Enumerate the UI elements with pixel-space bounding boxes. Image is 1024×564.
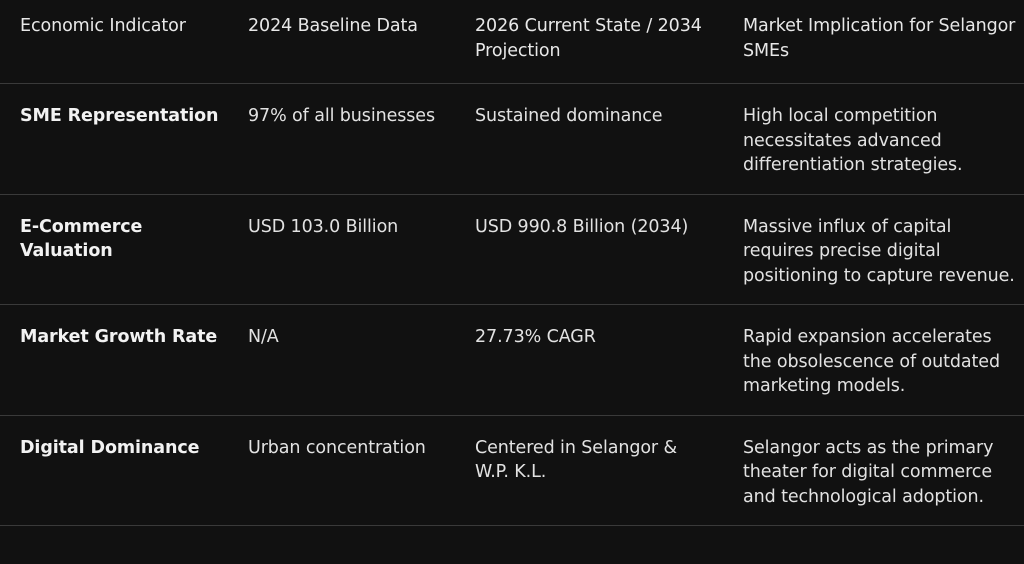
table-row: Digital Dominance Urban concentration Ce… <box>0 414 1024 526</box>
header-projection: 2026 Current State / 2034 Projection <box>475 16 702 61</box>
projection-cell: Centered in Selangor & W.P. K.L. <box>455 414 723 526</box>
indicator-cell: SME Representation <box>0 83 228 194</box>
projection-cell: 27.73% CAGR <box>455 304 723 415</box>
indicator-cell: E-Commerce Valuation <box>0 193 228 305</box>
table-row: SME Representation 97% of all businesses… <box>0 83 1024 194</box>
header-market-implication: Market Implication for Selangor SMEs <box>743 16 1016 61</box>
header-baseline-data: 2024 Baseline Data <box>248 16 418 36</box>
baseline-cell: USD 103.0 Billion <box>228 193 455 305</box>
indicator-cell: Digital Dominance <box>0 414 228 526</box>
table-row: E-Commerce Valuation USD 103.0 Billion U… <box>0 193 1024 305</box>
implication-cell: Selangor acts as the primary theater for… <box>723 414 1024 526</box>
data-table-container: Economic Indicator 2024 Baseline Data 20… <box>0 0 1024 526</box>
header-row: Economic Indicator 2024 Baseline Data 20… <box>0 0 1024 84</box>
baseline-cell: N/A <box>228 304 455 415</box>
table-row: Market Growth Rate N/A 27.73% CAGR Rapid… <box>0 304 1024 415</box>
economic-indicators-table: Economic Indicator 2024 Baseline Data 20… <box>0 0 1024 526</box>
projection-cell: USD 990.8 Billion (2034) <box>455 193 723 305</box>
implication-cell: Massive influx of capital requires preci… <box>723 193 1024 305</box>
implication-cell: High local competition necessitates adva… <box>723 83 1024 194</box>
baseline-cell: Urban concentration <box>228 414 455 526</box>
projection-cell: Sustained dominance <box>455 83 723 194</box>
indicator-cell: Market Growth Rate <box>0 304 228 415</box>
header-economic-indicator: Economic Indicator <box>20 16 186 36</box>
baseline-cell: 97% of all businesses <box>228 83 455 194</box>
table-header: Economic Indicator 2024 Baseline Data 20… <box>0 0 1024 84</box>
implication-cell: Rapid expansion accelerates the obsolesc… <box>723 304 1024 415</box>
table-body: SME Representation 97% of all businesses… <box>0 83 1024 526</box>
